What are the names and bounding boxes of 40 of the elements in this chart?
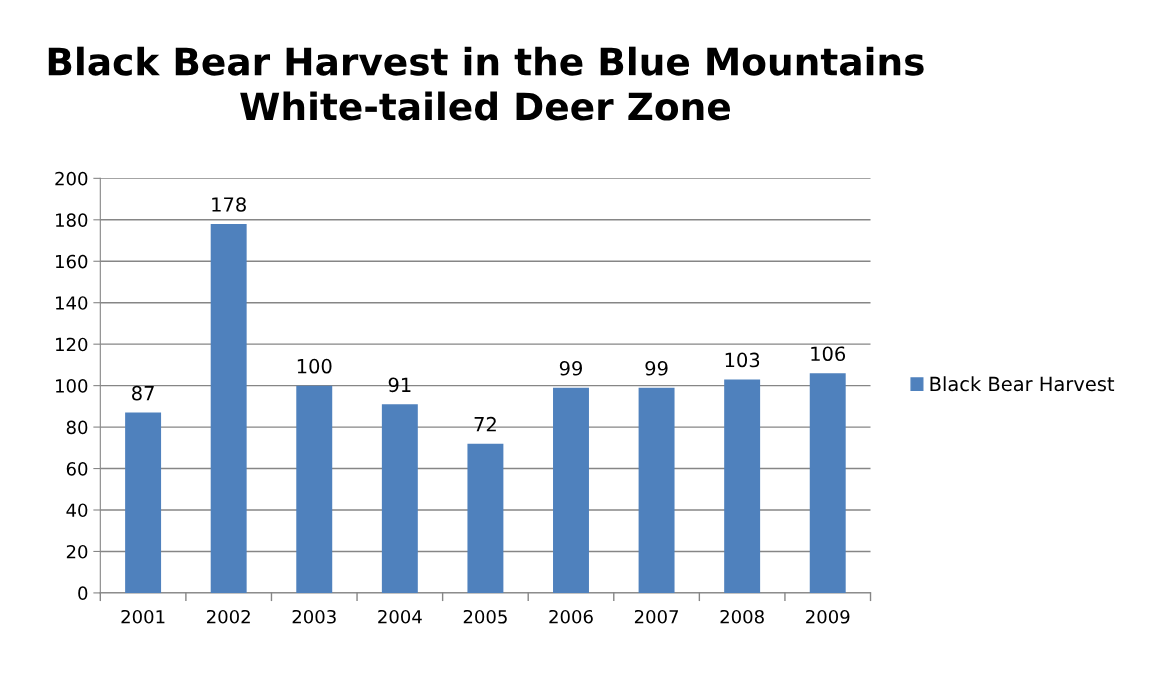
bar [638, 387, 675, 593]
x-tick-label: 2002 [207, 609, 250, 624]
bar [553, 387, 589, 593]
bar [381, 404, 418, 593]
y-tick-label: 100 [56, 379, 88, 393]
y-tick-label: 120 [56, 337, 88, 352]
data-label: 100 [297, 358, 332, 374]
data-label: 72 [474, 416, 496, 432]
bar [724, 379, 761, 593]
y-tick-label: 160 [56, 254, 88, 269]
y-tick-label: 200 [55, 171, 88, 186]
x-tick-label: 2006 [549, 609, 593, 624]
data-label: 103 [725, 352, 760, 368]
y-tick-label: 20 [66, 544, 88, 559]
y-tick-label: 60 [66, 462, 88, 476]
bar [125, 412, 162, 593]
x-tick-label: 2003 [292, 609, 336, 624]
data-label: 106 [811, 346, 846, 362]
x-tick-label: 2005 [463, 609, 507, 624]
bar [210, 223, 247, 593]
y-tick-label: 180 [56, 213, 88, 227]
data-label: 87 [132, 385, 154, 401]
y-tick-label: 140 [56, 296, 88, 310]
data-label: 99 [645, 360, 668, 376]
bar [467, 443, 504, 593]
y-tick-label: 0 [78, 586, 88, 601]
x-tick-label: 2001 [121, 609, 165, 624]
x-tick-label: 2008 [720, 609, 764, 624]
bar [296, 385, 333, 593]
chart-title: Black Bear Harvest in the Blue Mountains White-tailed Deer Zone [48, 46, 924, 121]
y-tick-label: 80 [66, 420, 88, 435]
bar [809, 373, 846, 593]
legend-label: Black Bear Harvest [930, 376, 1115, 392]
x-tick-label: 2004 [378, 609, 422, 624]
y-tick-label: 40 [66, 503, 88, 518]
data-label: 178 [212, 197, 246, 212]
data-label: 99 [559, 360, 582, 376]
data-label: 91 [388, 377, 411, 393]
x-tick-label: 2007 [634, 609, 678, 624]
x-tick-label: 2009 [806, 609, 850, 624]
